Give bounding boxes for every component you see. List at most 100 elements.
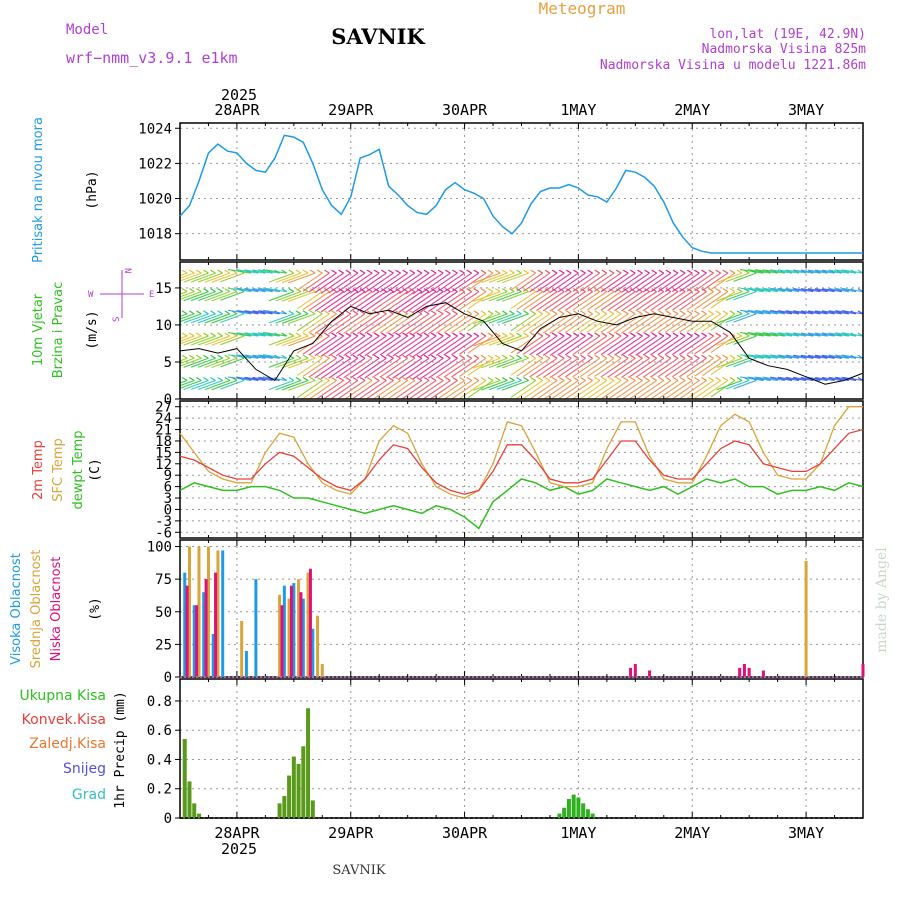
wind-vector-head <box>672 354 679 359</box>
high-cloud-bar <box>311 628 315 677</box>
wind-vector <box>329 380 359 399</box>
wind-vector-head <box>388 288 394 293</box>
wind-vector <box>405 357 437 380</box>
wind-vector <box>180 272 188 277</box>
wind-vector <box>236 354 259 359</box>
wind-vector-head <box>615 269 622 274</box>
wind-vector <box>549 357 579 379</box>
wind-vector-head <box>295 288 302 293</box>
wind-vector <box>412 335 444 358</box>
wind-vector-head <box>381 332 387 337</box>
wind-vector <box>288 272 316 284</box>
wind-vector-head <box>203 269 209 274</box>
wind-vector <box>516 313 544 333</box>
wind-vector <box>671 313 700 333</box>
wind-vector-head <box>487 376 494 382</box>
model-label: Model <box>66 22 108 38</box>
wind-vector-head <box>573 269 579 274</box>
wind-vector <box>211 291 238 302</box>
rain-bar <box>566 798 571 818</box>
wind-vector <box>754 287 778 293</box>
wind-vector-head <box>203 332 209 337</box>
wind-vector <box>564 272 593 293</box>
wind-vector <box>542 357 572 378</box>
wind-vector-head <box>480 376 487 382</box>
wind-panel: 0 5 10 15 <box>155 261 864 408</box>
wind-vector <box>435 272 465 293</box>
wind-vector-head <box>580 354 586 359</box>
wind-vector-head <box>480 354 487 359</box>
wind-vector <box>835 354 856 359</box>
y-tick-label: 75 <box>155 572 172 588</box>
wind-vector-head <box>295 269 302 274</box>
wind-vector <box>516 272 544 292</box>
wind-vector-head <box>729 310 736 315</box>
wind-vector <box>777 354 800 359</box>
wind-vector-head <box>409 269 416 274</box>
wind-vector <box>236 309 259 315</box>
wind-vector <box>336 380 366 399</box>
wind-vector <box>412 313 444 336</box>
wind-vector <box>288 357 316 369</box>
wind-vector <box>372 272 401 293</box>
wind-vector <box>821 332 842 337</box>
wind-vector-head <box>473 269 480 274</box>
low-cloud-bar <box>738 667 742 677</box>
wind-vector <box>236 269 259 274</box>
wind-vector <box>220 272 245 283</box>
wind-vector <box>754 309 778 315</box>
wind-vector <box>679 335 707 356</box>
wind-vector <box>488 357 515 369</box>
wind-vector-head <box>445 354 451 359</box>
low-cloud-bar <box>195 605 199 677</box>
wind-vector <box>211 313 238 324</box>
wind-vector <box>275 291 302 302</box>
wind-vector-head <box>437 354 444 359</box>
wind-vector <box>180 379 188 384</box>
wind-vector-head <box>516 310 522 315</box>
wind-vector-head <box>708 354 714 359</box>
wind-vector <box>628 357 657 379</box>
wind-vector-head <box>523 332 529 337</box>
wind-vector-head <box>331 269 337 274</box>
wind-vector-head <box>672 288 679 293</box>
wind-vector <box>183 379 209 391</box>
wind-vector <box>197 379 223 390</box>
pressure-panel: 1018 1020 1022 1024 <box>138 121 864 261</box>
wind-vector-head <box>537 332 544 337</box>
wind-vector-head <box>452 376 458 382</box>
mid-cloud-bar <box>297 579 301 677</box>
wind-vector <box>694 357 722 377</box>
wind-vector-head <box>651 332 657 337</box>
wind-vector-head <box>722 332 729 337</box>
wind-vector <box>770 310 792 315</box>
wind-vector <box>496 335 522 346</box>
wind-vector <box>379 357 408 378</box>
wind-vector <box>314 335 344 357</box>
wind-vector <box>343 335 373 356</box>
wind-vector <box>379 313 408 334</box>
wind-vector <box>702 335 729 354</box>
low-cloud-bar <box>289 585 293 677</box>
wind-vector-head <box>316 269 323 274</box>
wind-vector-head <box>509 376 515 382</box>
wind-vector-head <box>473 376 480 382</box>
wind-vector <box>594 357 622 378</box>
wind-vector-head <box>544 332 551 337</box>
wind-vector <box>296 291 323 310</box>
wind-vector <box>739 309 764 315</box>
wind-vector-head <box>203 310 209 315</box>
wind-vector-head <box>445 288 451 293</box>
wind-vector-head <box>487 354 494 359</box>
wind-vector-head <box>373 376 380 382</box>
rain-total-label: Ukupna Kisa <box>19 688 106 704</box>
wind-vector-head <box>331 376 337 382</box>
rain-bar <box>557 813 562 818</box>
wind-vector-head <box>601 354 608 359</box>
wind-vector <box>635 357 665 378</box>
wind-vector <box>664 335 693 356</box>
wind-vector <box>542 313 572 334</box>
wind-vector <box>607 380 636 399</box>
wind-vector <box>725 272 750 283</box>
wind-vector <box>828 354 849 359</box>
